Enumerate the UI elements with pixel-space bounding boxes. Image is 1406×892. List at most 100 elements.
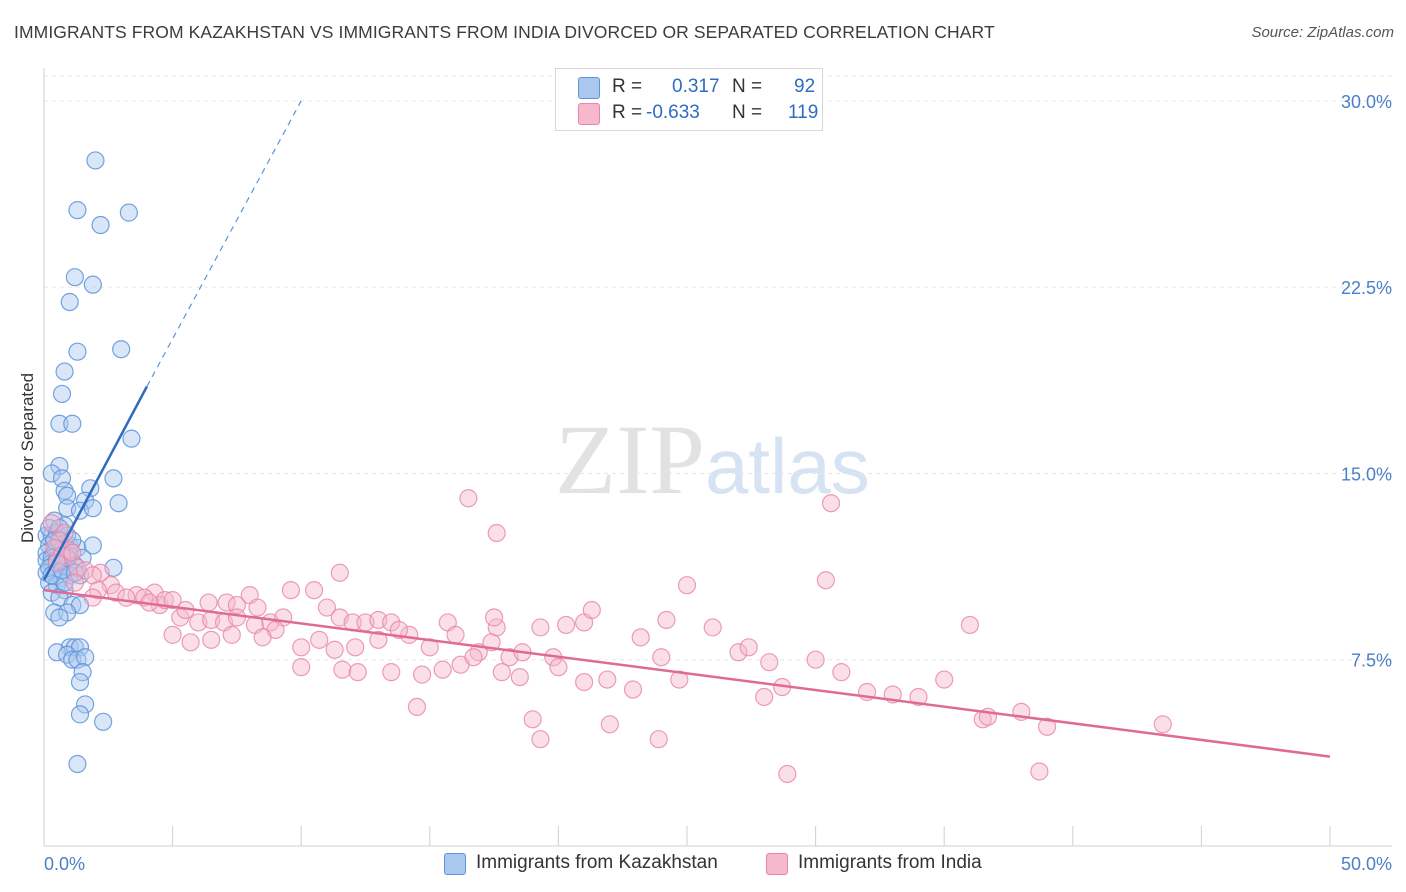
- kazakhstan-point: [91, 215, 110, 235]
- kazakhstan-point: [58, 645, 77, 664]
- y-tick-label: 30.0%: [1341, 92, 1392, 112]
- kazakhstan-point: [76, 695, 95, 714]
- kazakhstan-point: [70, 705, 90, 724]
- india-point: [106, 583, 126, 602]
- india-point: [549, 658, 568, 677]
- india-point: [227, 608, 246, 627]
- india-point: [348, 663, 367, 682]
- kazakhstan-trend-extension: [146, 100, 302, 387]
- kazakhstan-points: [37, 151, 141, 774]
- india-point: [459, 489, 478, 508]
- india-point: [649, 730, 668, 749]
- india-point: [407, 697, 427, 717]
- legend-r-value: -0.633: [646, 102, 700, 123]
- india-swatch: [766, 853, 788, 875]
- kazakhstan-point: [83, 275, 102, 294]
- legend-r-label: R =: [612, 76, 643, 97]
- kazakhstan-point: [109, 494, 128, 513]
- watermark-zip: ZIP: [555, 404, 705, 515]
- india-point: [806, 650, 825, 669]
- kazakhstan-point: [60, 292, 79, 312]
- india-point: [163, 590, 182, 610]
- india-point: [1030, 762, 1049, 781]
- legend-label-india: Immigrants from India: [798, 852, 982, 873]
- india-point: [582, 600, 601, 620]
- india-point: [755, 687, 774, 707]
- india-point: [816, 571, 835, 590]
- india-point: [382, 613, 401, 632]
- india-point: [821, 494, 841, 513]
- kazakhstan-point: [104, 469, 123, 488]
- india-point: [531, 730, 550, 749]
- india-point: [531, 618, 550, 637]
- india-point: [253, 628, 272, 647]
- india-point: [292, 638, 311, 657]
- kazakhstan-point: [63, 414, 82, 433]
- india-point: [389, 620, 409, 640]
- kazakhstan-point: [55, 362, 74, 381]
- india-point: [281, 581, 301, 600]
- kazakhstan-point: [119, 203, 138, 222]
- kazakhstan-point: [122, 429, 141, 448]
- india-point: [346, 638, 365, 657]
- india-point: [117, 588, 136, 607]
- legend-n-label: N =: [732, 102, 763, 123]
- x-tick-label: 0.0%: [44, 854, 85, 874]
- kazakhstan-point: [112, 340, 131, 359]
- india-point: [703, 618, 722, 637]
- watermark-atlas: atlas: [705, 422, 870, 510]
- india-point: [523, 710, 542, 729]
- y-tick-label: 15.0%: [1341, 464, 1392, 484]
- india-point: [420, 638, 439, 657]
- kazakhstan-point: [83, 536, 102, 555]
- india-point: [657, 610, 676, 630]
- kazakhstan-point: [45, 603, 64, 622]
- india-point: [42, 513, 61, 533]
- kazakhstan-point: [70, 672, 90, 692]
- india-point: [1153, 715, 1172, 734]
- kazakhstan-point: [68, 342, 87, 361]
- kazakhstan-point: [94, 712, 113, 731]
- india-point: [292, 658, 311, 677]
- india-point: [510, 667, 529, 687]
- india-trend-line: [43, 588, 1331, 758]
- india-point: [304, 581, 324, 600]
- kazakhstan-point: [76, 648, 95, 667]
- india-point: [317, 598, 337, 617]
- india-point: [199, 593, 218, 612]
- trend-lines: [42, 100, 1331, 758]
- axes: [43, 68, 1392, 847]
- india-point: [677, 576, 697, 595]
- india-point: [382, 663, 401, 682]
- india-point: [778, 764, 797, 784]
- india-points: [42, 489, 1172, 784]
- kazakhstan-point: [52, 384, 72, 404]
- legend-r-value: 0.317: [672, 76, 720, 97]
- india-point: [433, 660, 452, 679]
- kazakhstan-point: [55, 481, 74, 500]
- watermark: ZIPatlas: [555, 402, 870, 517]
- x-tick-label: 50.0%: [1341, 854, 1392, 874]
- kazakhstan-point: [50, 414, 69, 433]
- india-point: [464, 648, 483, 667]
- kazakhstan-point: [68, 754, 87, 774]
- india-point: [330, 563, 349, 582]
- chart-title: IMMIGRANTS FROM KAZAKHSTAN VS IMMIGRANTS…: [14, 22, 995, 42]
- india-point: [652, 648, 671, 667]
- india-point: [202, 630, 221, 649]
- y-tick-label: 22.5%: [1341, 278, 1392, 298]
- india-point: [575, 672, 594, 692]
- india-point: [623, 680, 643, 699]
- y-tick-label: 7.5%: [1351, 651, 1392, 671]
- india-point: [222, 625, 241, 644]
- kazakhstan-point: [65, 268, 84, 287]
- india-point: [412, 665, 432, 684]
- india-point: [832, 663, 851, 682]
- india-point: [227, 595, 246, 615]
- kazakhstan-point: [68, 201, 87, 220]
- kazakhstan-point: [83, 499, 102, 518]
- kazakhstan-point: [86, 151, 105, 170]
- legend-r-label: R =: [612, 102, 643, 123]
- india-point: [65, 573, 84, 592]
